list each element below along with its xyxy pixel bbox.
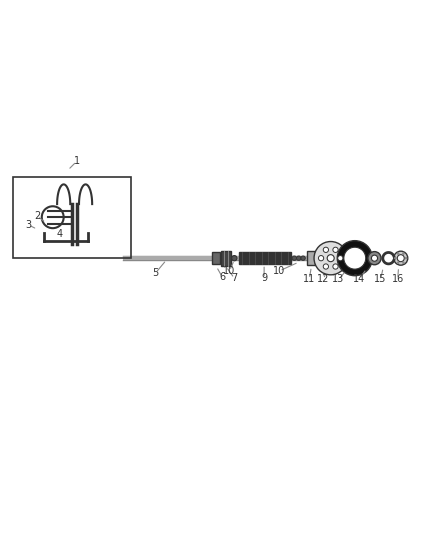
Circle shape [338,255,343,261]
Circle shape [344,247,366,269]
Bar [13,177,131,258]
Bar [239,252,291,264]
Text: 15: 15 [374,274,387,284]
Text: 3: 3 [25,220,32,230]
Text: 10: 10 [223,266,236,276]
Text: 10: 10 [273,266,286,276]
Text: 1: 1 [74,156,80,166]
Circle shape [292,256,297,260]
Text: 6: 6 [219,272,226,282]
Circle shape [232,255,237,261]
Text: 2: 2 [34,211,40,221]
Bar [212,252,220,264]
Circle shape [297,256,301,260]
Bar [123,256,315,260]
Circle shape [333,247,338,253]
Text: 9: 9 [261,273,267,284]
Text: 13: 13 [332,274,345,284]
Bar [307,251,315,265]
Bar [221,251,231,265]
Circle shape [397,252,399,255]
Circle shape [323,264,328,269]
Circle shape [337,241,372,276]
Circle shape [371,255,378,261]
Circle shape [397,255,404,262]
Circle shape [405,257,407,260]
Circle shape [323,247,328,253]
Circle shape [397,261,399,264]
Circle shape [368,252,381,265]
Circle shape [333,264,338,269]
Circle shape [327,255,334,262]
Text: 11: 11 [303,274,315,284]
Circle shape [318,255,324,261]
Circle shape [301,256,305,260]
Circle shape [402,252,405,255]
Text: 16: 16 [392,274,404,284]
Text: 5: 5 [152,268,159,278]
Text: 7: 7 [231,273,237,284]
Circle shape [402,261,405,264]
Circle shape [314,241,347,275]
Text: 12: 12 [317,274,329,284]
Text: 14: 14 [353,274,365,284]
Circle shape [394,251,408,265]
Circle shape [394,257,397,260]
Text: 4: 4 [56,229,62,239]
